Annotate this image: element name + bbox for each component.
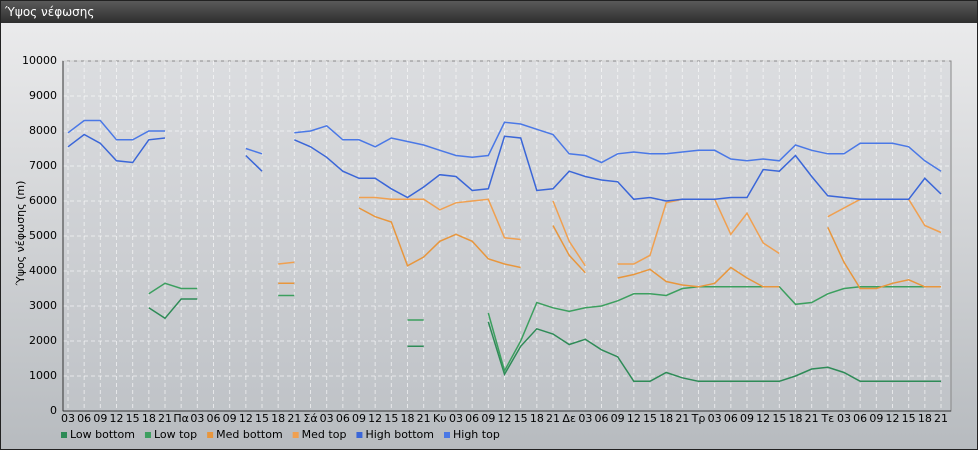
- x-tick-label: 06: [336, 412, 350, 425]
- x-tick-label: 18: [401, 412, 415, 425]
- series-line: [67, 133, 942, 202]
- legend-label: Med bottom: [216, 428, 283, 441]
- x-tick-label: 15: [643, 412, 657, 425]
- x-tick-label: 15: [255, 412, 269, 425]
- x-tick-label: Κυ: [433, 412, 447, 425]
- x-tick-label: 21: [934, 412, 948, 425]
- legend-swatch: [356, 432, 363, 438]
- x-tick-label: 03: [837, 412, 851, 425]
- y-tick-label: 3000: [29, 299, 57, 312]
- x-tick-label: 15: [772, 412, 786, 425]
- chart: Ύψος νέφωσης (m) 0 1000 2000 3000 4000 5000 60…: [14, 54, 952, 441]
- y-tick-label: 5000: [29, 229, 57, 242]
- x-tick-label: 06: [465, 412, 479, 425]
- series-line: [148, 282, 941, 373]
- y-tick-label: 10000: [22, 54, 57, 67]
- x-tick-label: 06: [77, 412, 91, 425]
- x-tick-label: 09: [223, 412, 237, 425]
- y-tick-label: 8000: [29, 124, 57, 137]
- series-line: [278, 196, 942, 267]
- x-tick-label: 18: [271, 412, 285, 425]
- x-tick-label: 15: [902, 412, 916, 425]
- legend-label: Low bottom: [70, 428, 135, 441]
- x-tick-label: 09: [869, 412, 883, 425]
- legend-label: Low top: [154, 428, 197, 441]
- x-tick-label: 18: [530, 412, 544, 425]
- x-tick-label: 18: [789, 412, 803, 425]
- x-tick-label: 06: [724, 412, 738, 425]
- x-tick-label: 09: [352, 412, 366, 425]
- x-tick-label: 03: [320, 412, 334, 425]
- x-tick-label: Πα: [173, 412, 189, 425]
- x-tick-label: 06: [207, 412, 221, 425]
- y-tick-label: 4000: [29, 264, 57, 277]
- x-tick-label: 15: [514, 412, 528, 425]
- x-tick-label: 03: [708, 412, 722, 425]
- y-tick-label: 6000: [29, 194, 57, 207]
- y-axis-label: Ύψος νέφωσης (m): [14, 181, 27, 287]
- x-tick-label: 18: [659, 412, 673, 425]
- x-tick-label: 21: [546, 412, 560, 425]
- panel-title: Ύψος νέφωσης: [1, 1, 977, 23]
- x-tick-label: 18: [918, 412, 932, 425]
- x-tick-label: 21: [675, 412, 689, 425]
- x-tick-label: 12: [886, 412, 900, 425]
- x-tick-label: 09: [93, 412, 107, 425]
- legend-label: High top: [453, 428, 500, 441]
- x-tick-label: 21: [287, 412, 301, 425]
- x-tick-label: 06: [595, 412, 609, 425]
- x-tick-label: Δε: [562, 412, 576, 425]
- legend-swatch: [292, 432, 299, 438]
- y-tick-label: 9000: [29, 89, 57, 102]
- x-tick-label: 18: [142, 412, 156, 425]
- series-line: [278, 207, 941, 290]
- x-tick-label: 21: [158, 412, 172, 425]
- x-tick-label: 09: [740, 412, 754, 425]
- series-line: [148, 298, 941, 383]
- x-tick-label: 09: [481, 412, 495, 425]
- y-tick-label: 0: [50, 404, 57, 417]
- x-tick-label: 21: [805, 412, 819, 425]
- x-tick-label: 12: [627, 412, 641, 425]
- x-tick-label: 12: [239, 412, 253, 425]
- legend-label: Med top: [302, 428, 347, 441]
- legend-swatch: [144, 432, 151, 438]
- x-tick-label: 12: [756, 412, 770, 425]
- x-tick-label: 12: [368, 412, 382, 425]
- x-tick-label: Τρ: [691, 412, 706, 425]
- legend-swatch: [61, 432, 67, 438]
- x-tick-label: 12: [110, 412, 124, 425]
- series-line: [67, 119, 942, 172]
- x-tick-label: 09: [611, 412, 625, 425]
- legend-swatch: [444, 432, 450, 438]
- x-tick-label: 03: [449, 412, 463, 425]
- x-tick-label: 15: [126, 412, 140, 425]
- y-tick-label: 1000: [29, 369, 57, 382]
- x-tick-label: 21: [417, 412, 431, 425]
- y-tick-label: 7000: [29, 159, 57, 172]
- legend-label: High bottom: [365, 428, 434, 441]
- x-tick-label: 03: [61, 412, 75, 425]
- legend-swatch: [207, 432, 214, 438]
- x-tick-label: Τε: [820, 412, 834, 425]
- x-tick-label: 03: [578, 412, 592, 425]
- x-tick-label: 15: [384, 412, 398, 425]
- x-tick-label: 06: [853, 412, 867, 425]
- x-tick-label: Σά: [303, 412, 317, 425]
- x-tick-label: 03: [190, 412, 204, 425]
- y-tick-label: 2000: [29, 334, 57, 347]
- x-tick-label: 12: [498, 412, 512, 425]
